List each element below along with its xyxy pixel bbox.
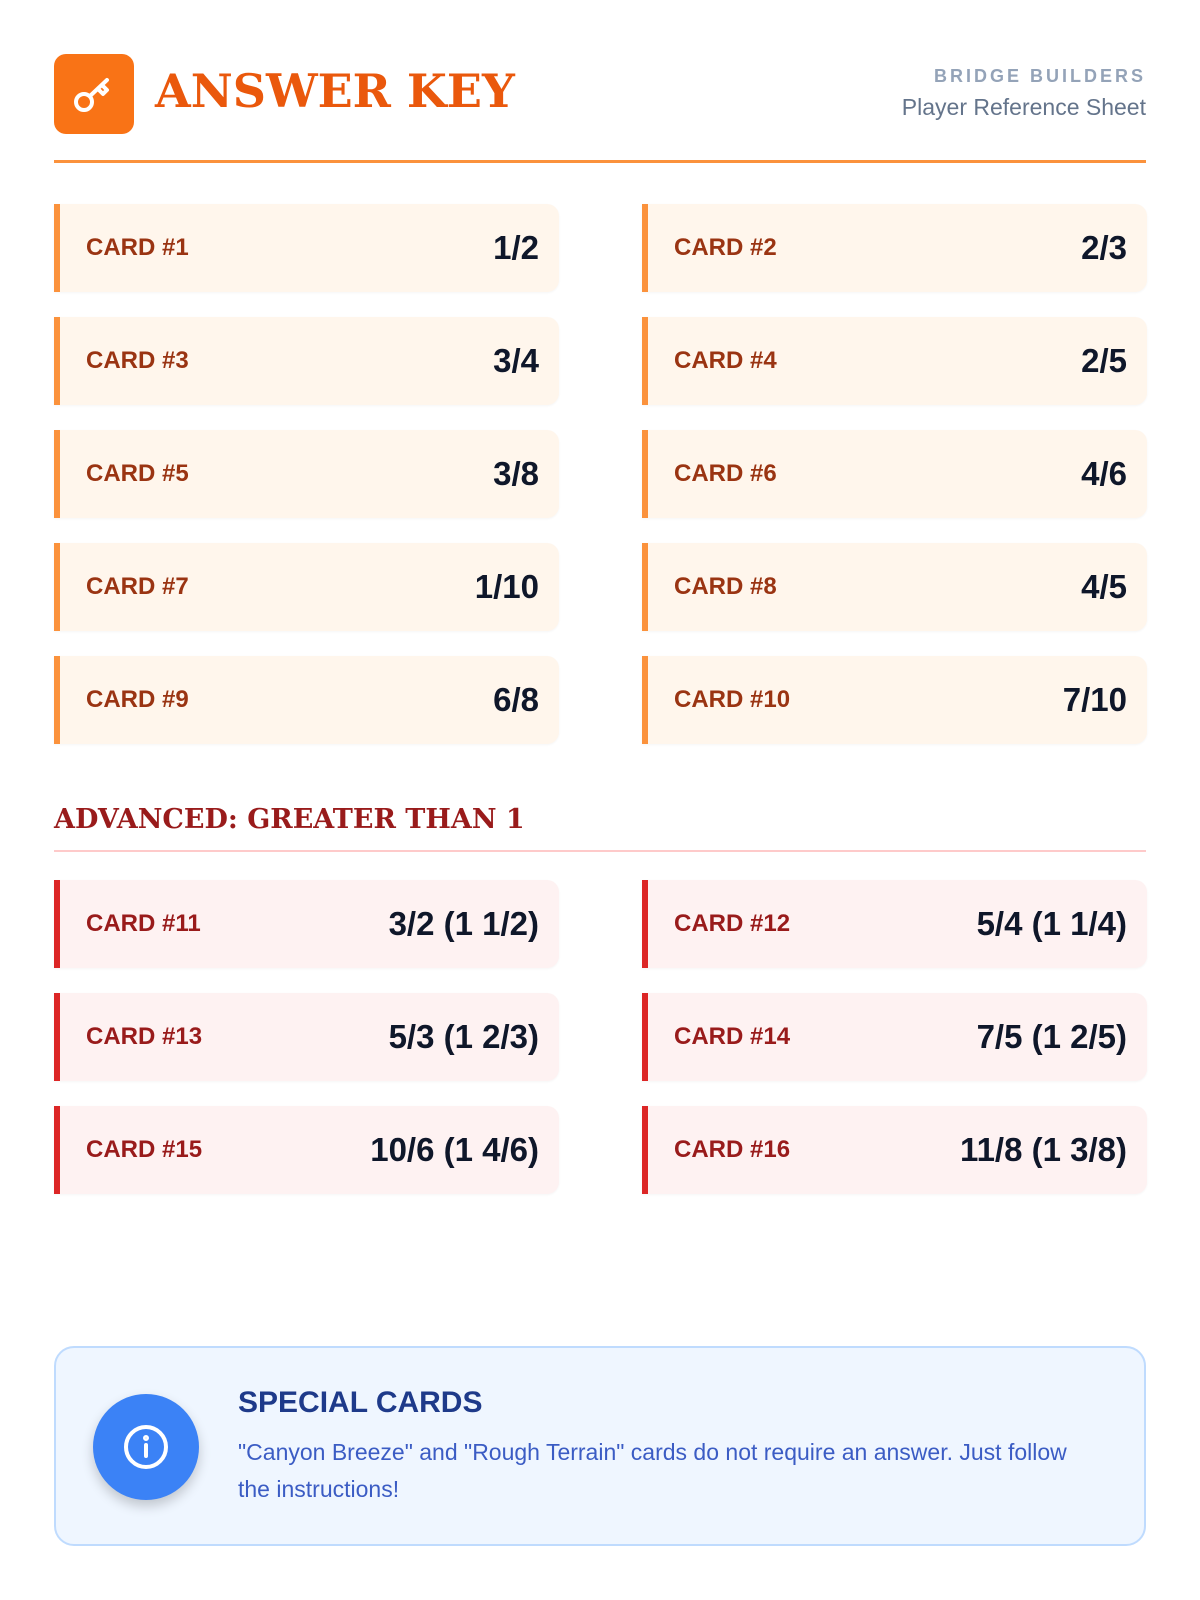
card-label: CARD #1 — [86, 234, 189, 261]
answer-card: CARD #8 4/5 — [642, 543, 1147, 631]
card-label: CARD #8 — [674, 573, 777, 600]
card-label: CARD #4 — [674, 347, 777, 374]
card-label: CARD #7 — [86, 573, 189, 600]
page-title: ANSWER KEY — [155, 64, 515, 118]
card-answer: 1/2 — [493, 229, 539, 266]
card-answer: 11/8 (1 3/8) — [960, 1131, 1127, 1168]
special-cards-note: SPECIAL CARDS "Canyon Breeze" and "Rough… — [54, 1346, 1146, 1546]
key-icon — [54, 54, 134, 134]
answer-card: CARD #12 5/4 (1 1/4) — [642, 880, 1147, 968]
card-label: CARD #5 — [86, 460, 189, 487]
card-label: CARD #11 — [86, 910, 201, 937]
answer-card: CARD #14 7/5 (1 2/5) — [642, 993, 1147, 1081]
answer-card: CARD #1 1/2 — [54, 204, 559, 292]
answer-card: CARD #5 3/8 — [54, 430, 559, 518]
card-label: CARD #9 — [86, 686, 189, 713]
answer-card: CARD #15 10/6 (1 4/6) — [54, 1106, 559, 1194]
advanced-answers-grid: CARD #11 3/2 (1 1/2) CARD #12 5/4 (1 1/4) CA… — [54, 880, 1147, 1194]
card-answer: 3/4 — [493, 342, 539, 379]
answer-card: CARD #13 5/3 (1 2/3) — [54, 993, 559, 1081]
card-label: CARD #16 — [674, 1136, 791, 1163]
answer-card: CARD #4 2/5 — [642, 317, 1147, 405]
card-answer: 5/4 (1 1/4) — [976, 905, 1127, 942]
card-answer: 10/6 (1 4/6) — [370, 1131, 539, 1168]
answer-card: CARD #6 4/6 — [642, 430, 1147, 518]
answer-card: CARD #11 3/2 (1 1/2) — [54, 880, 559, 968]
card-answer: 7/5 (1 2/5) — [976, 1018, 1127, 1055]
advanced-divider — [54, 850, 1146, 852]
card-answer: 6/8 — [493, 681, 539, 718]
card-answer: 3/2 (1 1/2) — [388, 905, 539, 942]
answer-card: CARD #9 6/8 — [54, 656, 559, 744]
card-label: CARD #10 — [674, 686, 791, 713]
answer-card: CARD #2 2/3 — [642, 204, 1147, 292]
card-label: CARD #14 — [674, 1023, 791, 1050]
card-label: CARD #3 — [86, 347, 189, 374]
answer-card: CARD #10 7/10 — [642, 656, 1147, 744]
info-icon — [93, 1394, 199, 1500]
card-label: CARD #2 — [674, 234, 777, 261]
header-divider — [54, 160, 1146, 163]
card-answer: 5/3 (1 2/3) — [388, 1018, 539, 1055]
card-label: CARD #6 — [674, 460, 777, 487]
brand-name: BRIDGE BUILDERS — [933, 66, 1146, 86]
card-answer: 1/10 — [474, 568, 539, 605]
answer-card: CARD #16 11/8 (1 3/8) — [642, 1106, 1147, 1194]
card-answer: 4/5 — [1081, 568, 1127, 605]
card-answer: 4/6 — [1081, 455, 1127, 492]
card-answer: 3/8 — [493, 455, 539, 492]
card-answer: 2/3 — [1081, 229, 1127, 266]
note-title: SPECIAL CARDS — [238, 1386, 483, 1419]
answer-card: CARD #7 1/10 — [54, 543, 559, 631]
card-label: CARD #13 — [86, 1023, 203, 1050]
card-answer: 7/10 — [1062, 681, 1127, 718]
basic-answers-grid: CARD #1 1/2 CARD #2 2/3 CARD #3 3/4 CARD #4 2/5… — [54, 204, 1147, 744]
subtitle: Player Reference Sheet — [901, 94, 1146, 120]
header: ANSWER KEY BRIDGE BUILDERS Player Refere… — [54, 54, 1146, 134]
advanced-heading: ADVANCED: GREATER THAN 1 — [54, 804, 525, 835]
card-label: CARD #12 — [674, 910, 791, 937]
answer-card: CARD #3 3/4 — [54, 317, 559, 405]
card-answer: 2/5 — [1081, 342, 1127, 379]
note-text: "Canyon Breeze" and "Rough Terrain" card… — [238, 1439, 1067, 1502]
card-label: CARD #15 — [86, 1136, 203, 1163]
